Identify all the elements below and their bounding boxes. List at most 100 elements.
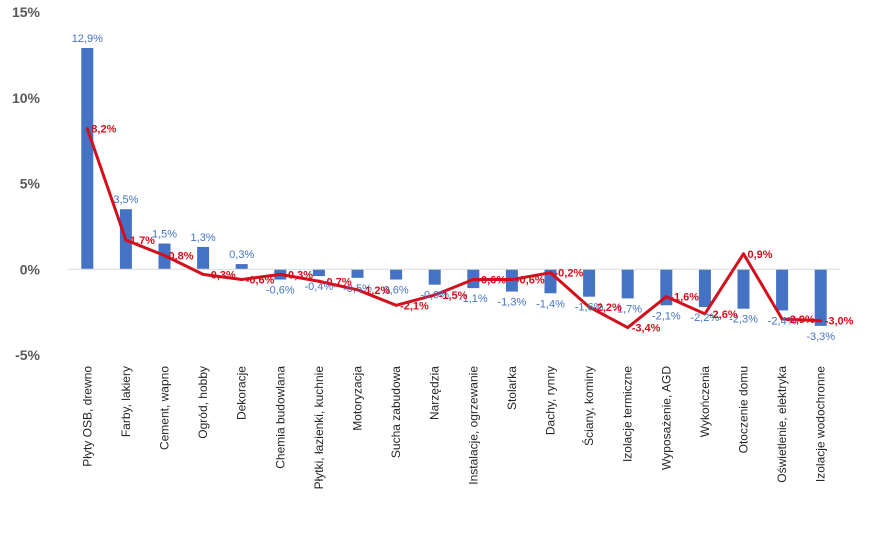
bar bbox=[814, 269, 827, 326]
bar-data-label: 12,9% bbox=[72, 33, 103, 45]
line-point bbox=[278, 272, 282, 276]
bar-data-label: -0,5% bbox=[343, 283, 372, 295]
line-point bbox=[85, 127, 89, 131]
line-point bbox=[163, 254, 166, 258]
line-data-label: 8,2% bbox=[91, 124, 116, 136]
bar-data-label: -1,7% bbox=[613, 303, 642, 315]
x-tick-label: Stolarka bbox=[505, 366, 519, 410]
line-data-label: -2,6% bbox=[709, 309, 738, 321]
y-axis: 15% 10% 5% 0% -5% bbox=[12, 4, 41, 363]
bar-data-label: 0,6% bbox=[384, 285, 409, 297]
line-point bbox=[124, 238, 128, 242]
x-tick-label: Płytki, łazienki, kuchnie bbox=[312, 366, 326, 490]
line-data-label: -0,3% bbox=[284, 269, 313, 281]
line-data-label: 1,7% bbox=[130, 235, 155, 247]
bar bbox=[621, 269, 634, 299]
bar bbox=[81, 48, 94, 270]
x-tick-label: Wykończenia bbox=[698, 366, 712, 438]
y-tick-label: 10% bbox=[12, 90, 41, 106]
bar bbox=[351, 269, 364, 278]
line-point bbox=[471, 278, 475, 282]
x-axis: Płyty OSB, drewno Farby, lakiery Cement, w… bbox=[80, 366, 827, 490]
line-point bbox=[433, 293, 437, 297]
line-point bbox=[587, 305, 591, 309]
line-data-label: 0,9% bbox=[748, 249, 773, 261]
bar-data-label: -3,3% bbox=[806, 331, 835, 343]
line-data-label: -1,2% bbox=[362, 285, 391, 297]
bar-data-label: -1,4% bbox=[536, 298, 565, 310]
x-tick-label: Cement, wapno bbox=[158, 366, 172, 450]
x-tick-label: Chemia budowlana bbox=[273, 366, 287, 469]
bar bbox=[698, 269, 711, 307]
bar-data-label: 0,3% bbox=[229, 249, 254, 261]
line-data-label: -0,6% bbox=[477, 275, 506, 287]
line-point bbox=[780, 317, 784, 321]
x-tick-label: Motoryzacja bbox=[351, 366, 365, 431]
y-tick-label: 5% bbox=[20, 176, 41, 192]
bar-data-label: 3,5% bbox=[113, 194, 138, 206]
bar bbox=[390, 269, 403, 280]
bar-data-label: -1,6% bbox=[575, 302, 604, 314]
y-tick-label: 15% bbox=[12, 4, 41, 20]
x-tick-label: Wyposażenie, AGD bbox=[659, 366, 673, 470]
y-tick-label: 0% bbox=[20, 261, 41, 277]
line-point bbox=[240, 278, 244, 282]
line-point bbox=[317, 279, 321, 283]
series-line bbox=[85, 128, 821, 330]
x-tick-label: Farby, lakiery bbox=[119, 366, 133, 437]
line-data-label: -2,2% bbox=[593, 302, 622, 314]
line-data-label: -0,6% bbox=[246, 275, 275, 287]
line-data-label: -0,2% bbox=[555, 268, 584, 280]
x-tick-label: Dekoracje bbox=[235, 366, 249, 420]
bar-data-label: -2,1% bbox=[652, 310, 681, 322]
line-data-label: -1,6% bbox=[670, 292, 699, 304]
x-tick-label: Oświetlenie, elektryka bbox=[775, 366, 789, 483]
line-labels: 8,2% 1,7% 0,8% -0,3% -0,6% -0,3% -0,7% -1,2% -2,… bbox=[91, 124, 853, 335]
x-tick-label: Sucha zabudowa bbox=[389, 366, 403, 458]
bar-data-label: -2,2% bbox=[691, 312, 720, 324]
line-data-label: -2,9% bbox=[786, 314, 815, 326]
line-series bbox=[85, 127, 823, 330]
line-point bbox=[626, 326, 630, 330]
line-data-label: -3,4% bbox=[632, 323, 661, 335]
x-tick-label: Otoczenie domu bbox=[737, 366, 751, 453]
x-tick-label: Izolacje wodochronne bbox=[814, 366, 828, 482]
x-tick-label: Dachy, rynny bbox=[544, 366, 558, 435]
bar-data-label: -1,3% bbox=[498, 297, 527, 309]
bar-data-label: -1,1% bbox=[459, 293, 488, 305]
line-point bbox=[664, 295, 668, 299]
x-tick-label: Narzędzia bbox=[428, 366, 442, 420]
x-tick-label: Ogród, hobby bbox=[196, 366, 210, 439]
bar bbox=[312, 269, 325, 277]
line-point bbox=[394, 303, 398, 307]
bar bbox=[235, 264, 248, 270]
line-point bbox=[201, 272, 205, 276]
line-point bbox=[742, 252, 745, 256]
line-data-label: -0,7% bbox=[323, 276, 352, 288]
x-tick-label: Izolacje termiczne bbox=[621, 366, 635, 462]
y-tick-label: -5% bbox=[15, 347, 40, 363]
bar bbox=[660, 269, 673, 306]
bar-data-label: -0,9% bbox=[420, 290, 449, 302]
bar-labels: 12,9% 3,5% 1,5% 1,3% 0,3% -0,6% -0,4% -0,5% 0,6%… bbox=[72, 33, 836, 343]
bar-data-label: -0,6% bbox=[266, 285, 295, 297]
bar bbox=[197, 246, 210, 270]
line-data-label: -0,6% bbox=[516, 275, 545, 287]
line-data-label: -2,1% bbox=[400, 300, 429, 312]
bar-data-label: -0,4% bbox=[305, 281, 334, 293]
bar-data-label: 1,3% bbox=[191, 232, 216, 244]
bar bbox=[428, 269, 441, 285]
bar-series bbox=[81, 48, 827, 326]
bar-data-label: -2,4% bbox=[768, 315, 797, 327]
line-point bbox=[819, 319, 823, 323]
bar-data-label: -2,3% bbox=[729, 314, 758, 326]
bar bbox=[776, 269, 789, 311]
line-point bbox=[549, 271, 552, 275]
line-point bbox=[510, 278, 514, 282]
line-point bbox=[703, 312, 707, 316]
bar bbox=[737, 269, 750, 309]
x-tick-label: Płyty OSB, drewno bbox=[80, 366, 94, 467]
line-data-label: -3,0% bbox=[825, 316, 854, 328]
line-point bbox=[356, 288, 359, 292]
line-data-label: 0,8% bbox=[169, 251, 194, 263]
